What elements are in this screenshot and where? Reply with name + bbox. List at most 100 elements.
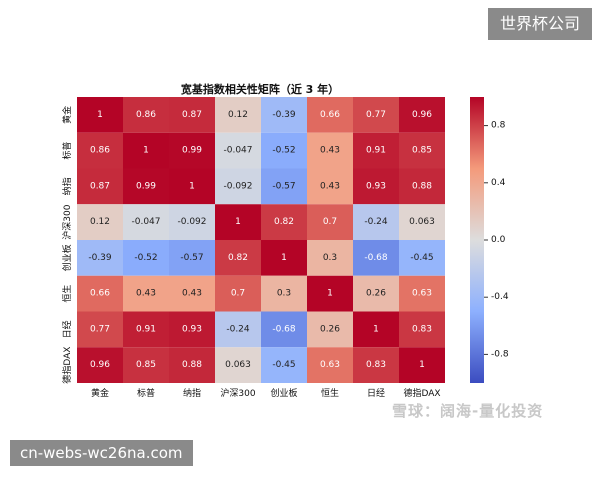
cell-value-label: -0.047 bbox=[223, 146, 252, 156]
colorbar-tick-label: 0.8 bbox=[491, 121, 506, 131]
heatmap-cell bbox=[307, 97, 353, 133]
heatmap-cell bbox=[399, 97, 445, 133]
heatmap-cell bbox=[261, 168, 307, 205]
cell-value-label: 0.93 bbox=[182, 324, 202, 334]
cell-value-label: 0.43 bbox=[182, 289, 202, 299]
heatmap-cell bbox=[77, 311, 123, 348]
y-tick-label: 德指DAX bbox=[61, 347, 73, 384]
heatmap-cell bbox=[307, 311, 353, 348]
cell-value-label: 0.7 bbox=[323, 217, 337, 227]
heatmap-cell bbox=[261, 132, 307, 169]
cell-value-label: 0.85 bbox=[412, 146, 432, 156]
cell-value-label: 0.26 bbox=[320, 324, 340, 334]
heatmap-cell bbox=[123, 311, 169, 348]
x-tick-label: 恒生 bbox=[321, 387, 339, 399]
cell-value-label: 0.063 bbox=[409, 217, 435, 227]
heatmap-cell bbox=[123, 204, 169, 240]
cell-value-label: -0.24 bbox=[226, 324, 250, 334]
cell-value-label: 0.82 bbox=[228, 253, 248, 263]
heatmap-cell bbox=[261, 204, 307, 240]
cell-value-label: 0.82 bbox=[274, 217, 294, 227]
colorbar-tick-label: 0.0 bbox=[491, 235, 506, 245]
cell-value-label: 0.86 bbox=[136, 110, 156, 120]
x-tick-label: 创业板 bbox=[270, 387, 297, 399]
heatmap-cell bbox=[261, 240, 307, 276]
heatmap-cell bbox=[261, 311, 307, 348]
cell-value-label: 0.7 bbox=[231, 289, 245, 299]
colorbar-tick-label: 0.4 bbox=[491, 178, 506, 188]
cell-value-label: 0.12 bbox=[90, 217, 110, 227]
heatmap-cell bbox=[123, 168, 169, 205]
heatmap-cell bbox=[77, 347, 123, 383]
heatmap-cell bbox=[307, 347, 353, 383]
cell-value-label: 0.85 bbox=[136, 360, 156, 370]
heatmap-cell bbox=[307, 240, 353, 276]
y-tick-label: 创业板 bbox=[61, 244, 73, 271]
y-tick-label: 黄金 bbox=[61, 106, 73, 124]
cell-value-label: -0.52 bbox=[134, 253, 157, 263]
heatmap-cell bbox=[169, 311, 215, 348]
x-tick-label: 德指DAX bbox=[403, 387, 440, 399]
cell-value-label: 0.83 bbox=[366, 360, 386, 370]
heatmap-cell bbox=[123, 132, 169, 169]
heatmap-cell bbox=[169, 132, 215, 169]
cell-value-label: -0.092 bbox=[223, 181, 252, 191]
colorbar-tick-label: -0.8 bbox=[491, 349, 509, 359]
cell-value-label: -0.092 bbox=[177, 217, 206, 227]
cell-value-label: 0.26 bbox=[366, 289, 386, 299]
x-tick-label: 沪深300 bbox=[220, 387, 255, 399]
chart-title: 宽基指数相关性矩阵（近 3 年） bbox=[180, 82, 339, 96]
x-tick-label: 日经 bbox=[367, 387, 385, 399]
heatmap-cell bbox=[123, 275, 169, 312]
cell-value-label: 0.063 bbox=[225, 360, 251, 370]
cell-value-label: -0.57 bbox=[180, 253, 203, 263]
cell-value-label: 0.91 bbox=[136, 324, 156, 334]
cell-value-label: -0.45 bbox=[410, 253, 433, 263]
heatmap-cell bbox=[169, 240, 215, 276]
cell-value-label: 0.87 bbox=[90, 181, 110, 191]
cell-value-label: 0.66 bbox=[90, 289, 110, 299]
heatmap-cell bbox=[261, 97, 307, 133]
x-tick-label: 纳指 bbox=[183, 387, 201, 399]
heatmap-cell bbox=[123, 97, 169, 133]
cell-value-label: -0.047 bbox=[131, 217, 160, 227]
heatmap-cell bbox=[353, 275, 399, 312]
heatmap-cell bbox=[261, 347, 307, 383]
url-badge: cn-webs-wc26na.com bbox=[10, 440, 193, 466]
heatmap-cell bbox=[399, 347, 445, 383]
cell-value-label: 0.99 bbox=[136, 181, 156, 191]
cell-value-label: 0.3 bbox=[277, 289, 291, 299]
y-tick-label: 纳指 bbox=[61, 177, 73, 195]
heatmap-cell bbox=[353, 311, 399, 348]
heatmap-cell bbox=[77, 168, 123, 205]
cell-value-label: -0.68 bbox=[272, 324, 296, 334]
cell-value-label: -0.57 bbox=[272, 181, 295, 191]
colorbar bbox=[470, 97, 484, 383]
heatmap-cell bbox=[77, 204, 123, 240]
cell-value-label: 0.66 bbox=[320, 110, 340, 120]
cell-value-label: 0.63 bbox=[412, 289, 432, 299]
cell-value-label: 1 bbox=[419, 360, 425, 370]
cell-value-label: 0.88 bbox=[412, 181, 432, 191]
heatmap-cell bbox=[353, 97, 399, 133]
cell-value-label: 0.96 bbox=[90, 360, 110, 370]
cell-value-label: 1 bbox=[97, 110, 103, 120]
cell-value-label: 0.96 bbox=[412, 110, 432, 120]
heatmap-cell bbox=[399, 275, 445, 312]
heatmap-cell bbox=[77, 240, 123, 276]
heatmap-cell bbox=[215, 347, 261, 383]
cell-value-label: 0.87 bbox=[182, 110, 202, 120]
cell-value-label: 0.63 bbox=[320, 360, 340, 370]
heatmap-cell bbox=[353, 204, 399, 240]
cell-value-label: -0.24 bbox=[364, 217, 388, 227]
heatmap-cell bbox=[307, 132, 353, 169]
cell-value-label: 0.91 bbox=[366, 146, 386, 156]
heatmap-cell bbox=[77, 97, 123, 133]
heatmap-cell bbox=[399, 311, 445, 348]
heatmap-cell bbox=[215, 204, 261, 240]
cell-value-label: -0.39 bbox=[88, 253, 112, 263]
cell-value-label: -0.39 bbox=[272, 110, 296, 120]
cell-value-label: 0.77 bbox=[366, 110, 386, 120]
